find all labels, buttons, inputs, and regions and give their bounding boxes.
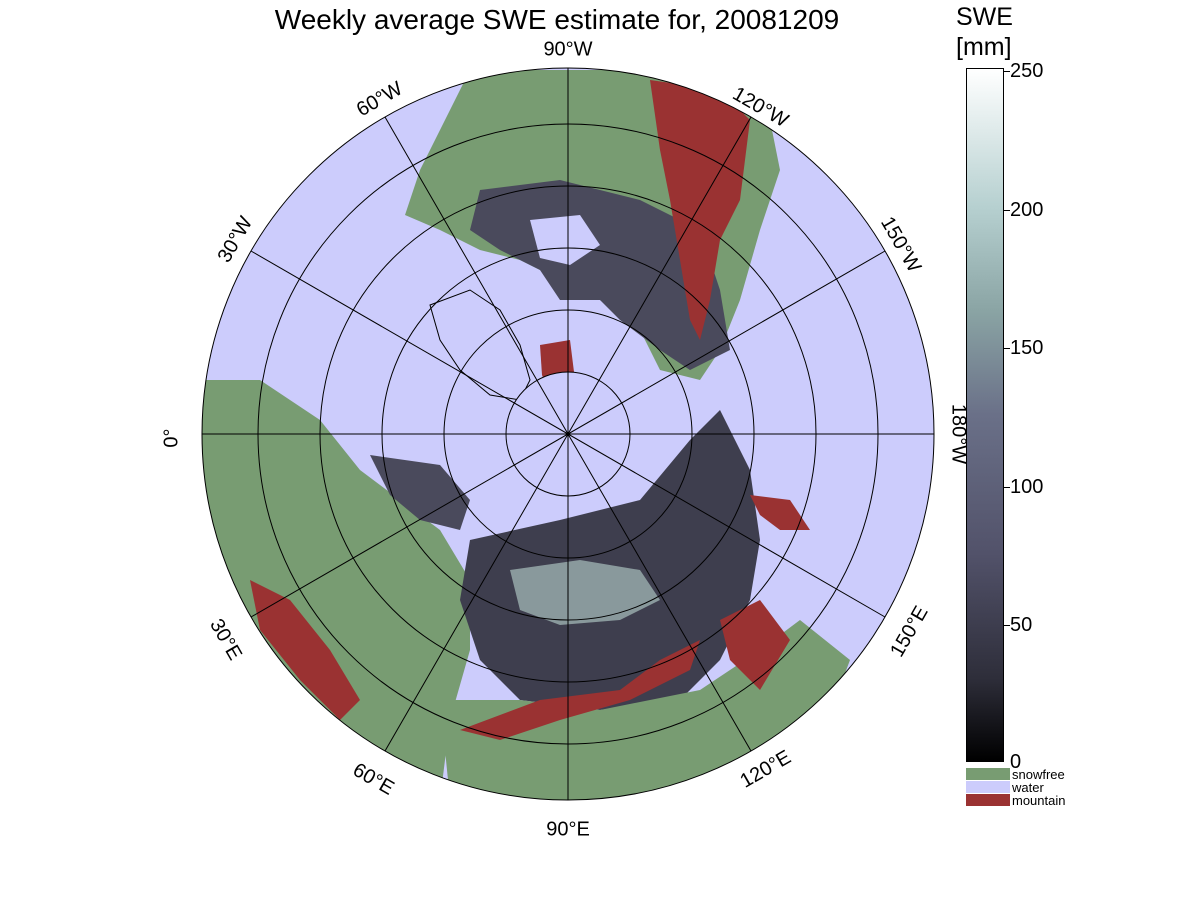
longitude-label: 0° xyxy=(160,428,182,447)
colorbar-tickmark xyxy=(1004,71,1010,72)
colorbar-tick: 250 xyxy=(1010,60,1044,82)
himalaya-mountain xyxy=(460,640,700,740)
colorbar-tick: 200 xyxy=(1010,199,1044,221)
colorbar-title: SWE [mm] xyxy=(956,2,1013,62)
longitude-label: 180°W xyxy=(948,404,970,464)
colorbar xyxy=(966,68,1004,762)
hudson-bay xyxy=(530,215,600,265)
colorbar-tick: 100 xyxy=(1010,476,1044,498)
longitude-label: 150°E xyxy=(886,602,932,660)
longitude-label: 90°E xyxy=(546,818,590,840)
siberia-high-swe xyxy=(510,560,660,625)
legend-swatch-water xyxy=(966,781,1010,793)
colorbar-tickmark xyxy=(1004,210,1010,211)
map-title: Weekly average SWE estimate for, 2008120… xyxy=(274,4,840,35)
longitude-label: 60°E xyxy=(349,759,398,800)
colorbar-tickmark xyxy=(1004,625,1010,626)
colorbar-tickmark xyxy=(1004,487,1010,488)
legend-label-snowfree: snowfree xyxy=(1012,767,1065,782)
colorbar-tick: 50 xyxy=(1010,614,1033,636)
longitude-label: 90°W xyxy=(543,38,592,60)
legend-label-mountain: mountain xyxy=(1012,793,1066,808)
legend-swatch-mountain xyxy=(966,794,1010,806)
colorbar-title-line2: [mm] xyxy=(956,33,1012,61)
map-boundary xyxy=(201,67,935,801)
legend-swatch-snowfree xyxy=(966,768,1010,780)
colorbar-tick: 0 xyxy=(1010,751,1022,773)
colorbar-tickmark xyxy=(1004,348,1010,349)
asia-snow xyxy=(460,410,760,710)
graticule xyxy=(202,68,934,800)
colorbar-tick: 150 xyxy=(1010,337,1044,359)
colorbar-title-line1: SWE xyxy=(956,3,1013,31)
europe-mountain xyxy=(250,580,360,720)
longitude-label: 30°E xyxy=(205,615,246,664)
europe-snow xyxy=(370,455,470,530)
legend-label-water: water xyxy=(1012,780,1044,795)
rockies-mountain xyxy=(650,80,750,340)
kamchatka-mountain xyxy=(750,495,810,530)
